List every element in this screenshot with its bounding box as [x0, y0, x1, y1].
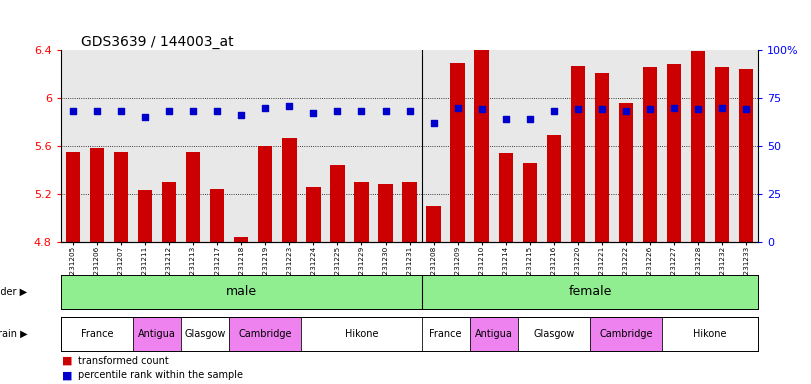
Text: Antigua: Antigua: [474, 329, 513, 339]
Text: ■: ■: [62, 356, 72, 366]
Bar: [499, 153, 513, 242]
Bar: [162, 182, 176, 242]
Bar: [302, 317, 422, 351]
Point: [500, 116, 513, 122]
Bar: [66, 152, 80, 242]
Bar: [230, 317, 302, 351]
Point: [114, 108, 127, 114]
Bar: [90, 148, 104, 242]
Point: [716, 104, 729, 111]
Bar: [402, 182, 417, 242]
Point: [234, 112, 247, 118]
Bar: [138, 190, 152, 242]
Point: [475, 106, 488, 113]
Bar: [522, 163, 537, 242]
Bar: [306, 187, 320, 242]
Bar: [662, 317, 758, 351]
Bar: [234, 237, 248, 242]
Point: [90, 108, 103, 114]
Text: Antigua: Antigua: [138, 329, 176, 339]
Text: Hikone: Hikone: [693, 329, 727, 339]
Bar: [470, 317, 517, 351]
Bar: [691, 51, 706, 242]
Point: [667, 104, 680, 111]
Point: [211, 108, 224, 114]
Point: [572, 106, 585, 113]
Bar: [186, 152, 200, 242]
Bar: [422, 317, 470, 351]
Point: [692, 106, 705, 113]
Bar: [258, 146, 272, 242]
Bar: [210, 189, 225, 242]
Text: Cambridge: Cambridge: [238, 329, 292, 339]
Bar: [474, 50, 489, 242]
Bar: [114, 152, 128, 242]
Point: [283, 103, 296, 109]
Point: [259, 104, 272, 111]
Bar: [619, 103, 633, 242]
Text: percentile rank within the sample: percentile rank within the sample: [78, 370, 242, 380]
Point: [307, 110, 320, 116]
Bar: [61, 317, 133, 351]
Point: [403, 108, 416, 114]
Bar: [354, 182, 369, 242]
Text: female: female: [569, 285, 611, 298]
Point: [523, 116, 536, 122]
Bar: [133, 317, 181, 351]
Bar: [667, 64, 681, 242]
Text: GDS3639 / 144003_at: GDS3639 / 144003_at: [81, 35, 234, 48]
Text: male: male: [225, 285, 257, 298]
Text: Cambridge: Cambridge: [599, 329, 653, 339]
Y-axis label: gender ▶: gender ▶: [0, 287, 28, 297]
Point: [379, 108, 392, 114]
Point: [67, 108, 79, 114]
Bar: [282, 137, 297, 242]
Bar: [547, 135, 561, 242]
Point: [451, 104, 464, 111]
Text: ■: ■: [62, 370, 72, 380]
Bar: [594, 73, 609, 242]
Text: Hikone: Hikone: [345, 329, 378, 339]
Text: Glasgow: Glasgow: [533, 329, 574, 339]
Bar: [715, 67, 729, 242]
Point: [162, 108, 175, 114]
Point: [740, 106, 753, 113]
Text: Glasgow: Glasgow: [184, 329, 225, 339]
Y-axis label: strain ▶: strain ▶: [0, 329, 28, 339]
Point: [187, 108, 200, 114]
Bar: [427, 206, 441, 242]
Text: transformed count: transformed count: [78, 356, 169, 366]
Point: [547, 108, 560, 114]
Bar: [643, 67, 657, 242]
Bar: [590, 317, 662, 351]
Point: [620, 108, 633, 114]
Point: [644, 106, 657, 113]
Point: [355, 108, 368, 114]
Text: France: France: [80, 329, 114, 339]
Point: [595, 106, 608, 113]
Bar: [739, 69, 753, 242]
Bar: [181, 317, 230, 351]
Bar: [571, 66, 585, 242]
Bar: [330, 165, 345, 242]
Bar: [450, 63, 465, 242]
Point: [139, 114, 152, 120]
Bar: [378, 184, 393, 242]
Text: France: France: [429, 329, 462, 339]
Bar: [517, 317, 590, 351]
Point: [331, 108, 344, 114]
Point: [427, 120, 440, 126]
